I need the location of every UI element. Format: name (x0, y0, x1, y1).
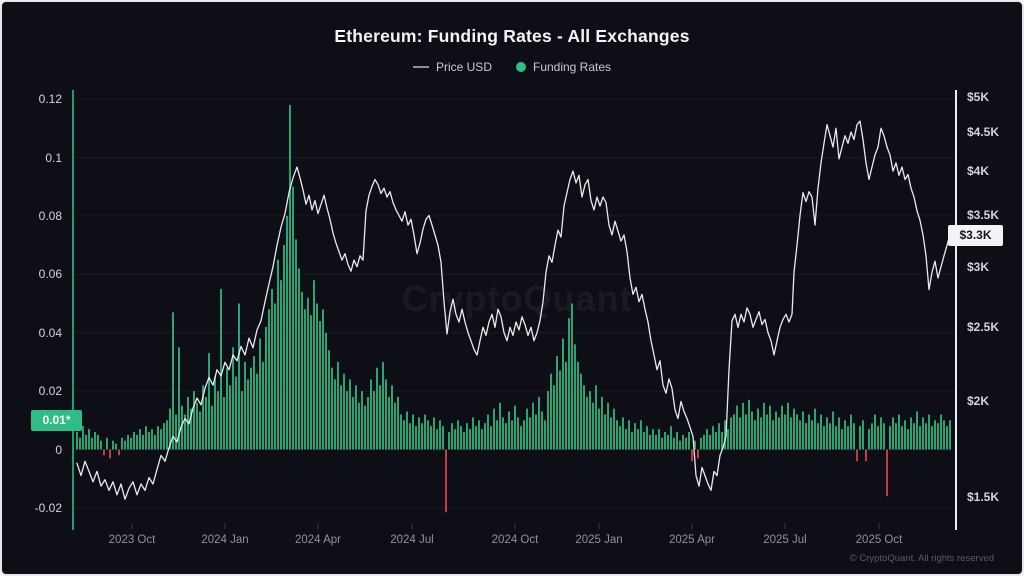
price-current-badge: $3.3K (948, 224, 1003, 246)
legend-price-label: Price USD (435, 60, 492, 74)
left-axis-tick: 0.02 (38, 384, 62, 399)
x-axis-tick: 2024 Jan (201, 534, 249, 546)
left-axis-tick: 0.12 (38, 92, 62, 107)
gridlines (73, 98, 956, 529)
right-axis-tick: $2.5K (967, 320, 1000, 335)
cryptoquant-watermark: CryptoQuant (401, 278, 633, 319)
left-axis-tick: 0 (55, 442, 62, 457)
left-axis-tick: 0.06 (38, 267, 62, 282)
x-axis-tick: 2024 Apr (294, 534, 342, 546)
dash-line-icon (412, 66, 429, 68)
x-axis-tick: 2023 Oct (108, 534, 156, 546)
x-axis-tick: 2025 Jul (763, 534, 807, 546)
left-axis-tick: 0.1 (45, 150, 62, 165)
right-axis-tick: $3K (967, 259, 990, 274)
right-axis-tick: $4.5K (967, 125, 1000, 139)
left-axis-tick: 0.04 (38, 325, 62, 340)
left-axis-tick: -0.02 (34, 500, 62, 515)
legend-item-price[interactable]: Price USD (412, 60, 492, 74)
copyright-footer: © CryptoQuant. All rights reserved (849, 553, 994, 564)
x-axis-tick: 2025 Apr (668, 534, 716, 546)
funding-bars (76, 104, 951, 513)
x-axis-tick: 2025 Oct (855, 534, 903, 546)
right-axis-tick: $3.5K (967, 208, 1000, 223)
x-axis-tick: 2024 Oct (491, 534, 539, 546)
green-dot-icon (515, 62, 526, 72)
left-axis-tick: 0.08 (38, 208, 62, 223)
right-axis-tick: $2K (967, 394, 990, 409)
legend-item-funding[interactable]: Funding Rates (515, 60, 612, 74)
x-axis-tick: 2024 Jul (390, 534, 434, 546)
right-axis-tick: $5K (967, 90, 990, 104)
axis-lines (72, 90, 957, 530)
price-line (76, 120, 951, 500)
x-axis-tick: 2025 Jan (575, 534, 623, 546)
right-axis-tick: $1.5K (967, 490, 1000, 504)
legend-funding-label: Funding Rates (532, 60, 612, 74)
right-axis-tick: $4K (967, 164, 990, 179)
chart-title: Ethereum: Funding Rates - All Exchanges (334, 26, 690, 46)
funding-current-badge: 0.01* (31, 409, 82, 431)
chart-legend: Price USD Funding Rates (2, 60, 1022, 74)
